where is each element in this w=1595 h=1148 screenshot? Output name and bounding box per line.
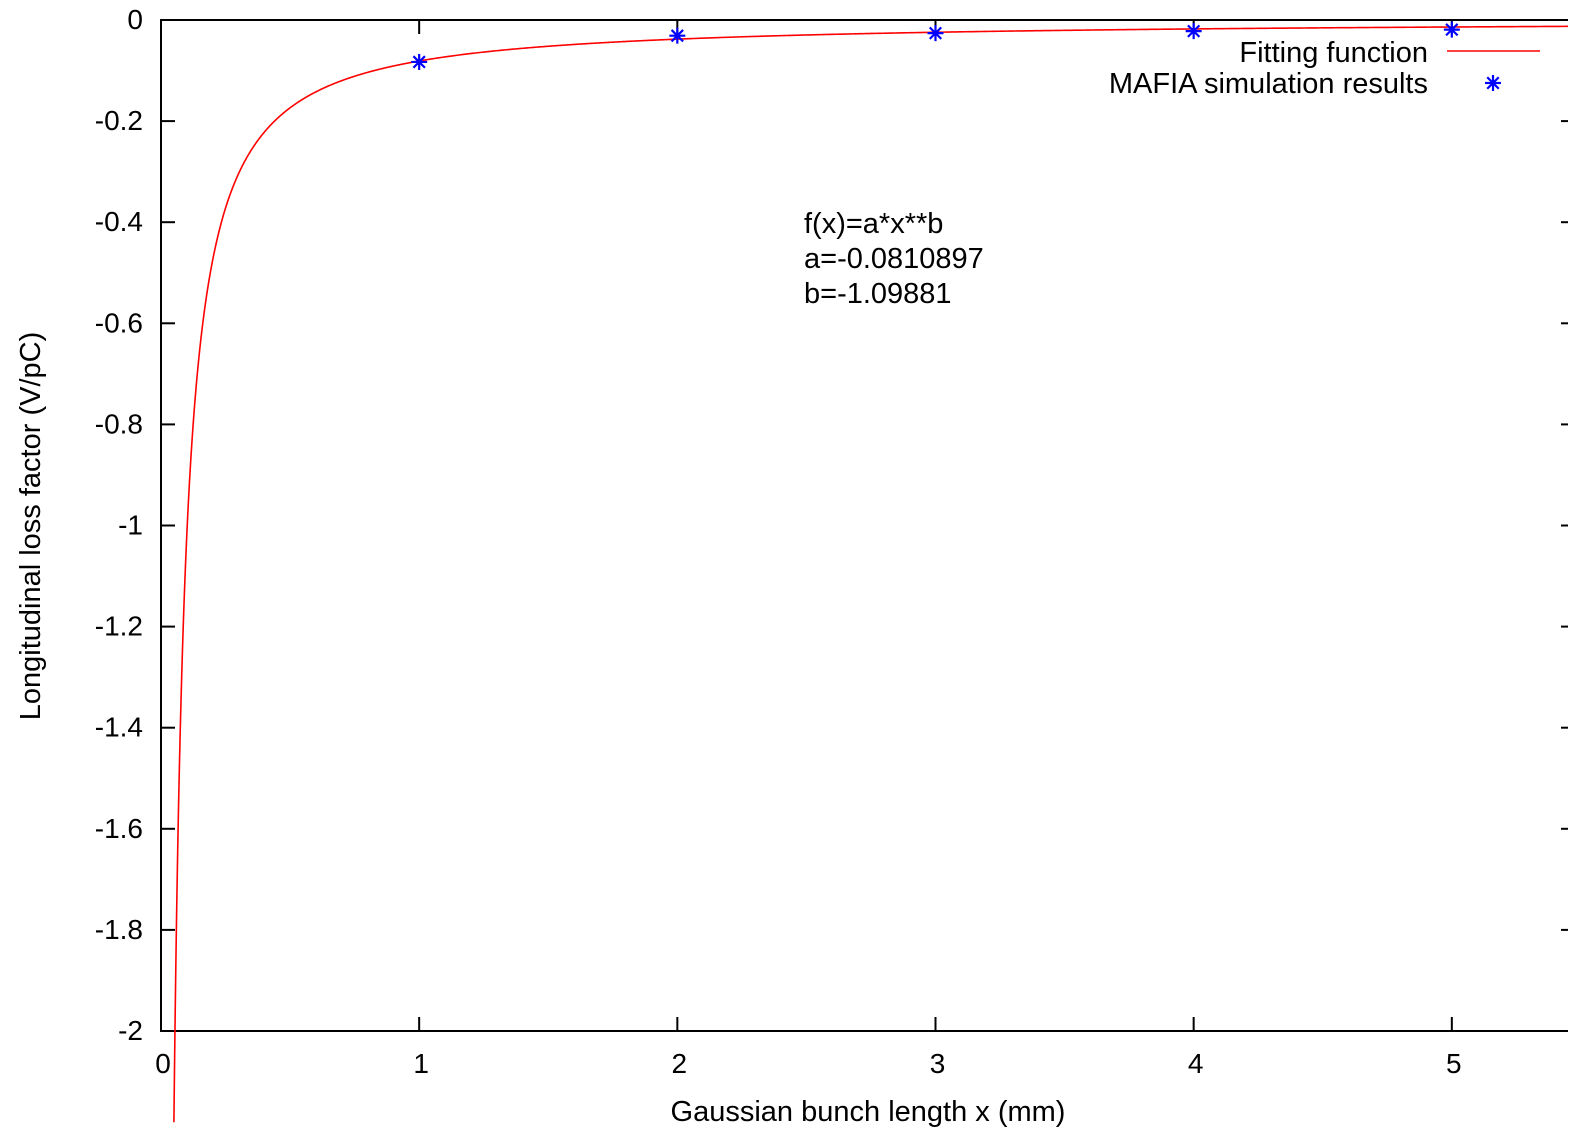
y-tick-label: -2 bbox=[118, 1015, 143, 1046]
y-tick-label: -0.4 bbox=[95, 206, 143, 237]
x-tick-label: 1 bbox=[413, 1048, 429, 1079]
legend-label-fitting-function: Fitting function bbox=[1239, 37, 1428, 69]
mafia-data-point bbox=[1185, 23, 1202, 40]
mafia-data-point bbox=[927, 25, 944, 42]
x-tick-label: 2 bbox=[672, 1048, 688, 1079]
y-tick-label: -1.2 bbox=[95, 611, 143, 642]
curve-layer bbox=[173, 25, 1569, 1123]
y-tick-label: 0 bbox=[127, 4, 143, 35]
mafia-data-point bbox=[1443, 21, 1460, 38]
mafia-data-point bbox=[669, 27, 686, 44]
mafia-data-point bbox=[411, 53, 428, 70]
legend-marker-mafia-results bbox=[1485, 75, 1501, 91]
y-tick-label: -1 bbox=[118, 510, 143, 541]
y-tick-label: -1.4 bbox=[95, 712, 143, 743]
y-tick-label: -0.2 bbox=[95, 105, 143, 136]
y-tick-label: -1.6 bbox=[95, 813, 143, 844]
y-tick-label: -1.8 bbox=[95, 914, 143, 945]
legend-marker-star bbox=[1485, 75, 1501, 91]
legend-label-mafia-results: MAFIA simulation results bbox=[1109, 68, 1428, 100]
fitting-function-curve bbox=[173, 25, 1569, 1123]
fit-param-b-text: b=-1.09881 bbox=[804, 278, 952, 310]
y-tick-label: -0.6 bbox=[95, 307, 143, 338]
x-tick-label: 4 bbox=[1188, 1048, 1204, 1079]
x-tick-label: 3 bbox=[930, 1048, 946, 1079]
y-tick-label: -0.8 bbox=[95, 408, 143, 439]
y-axis-label: Longitudinal loss factor (V/pC) bbox=[15, 332, 47, 720]
x-tick-label: 5 bbox=[1446, 1048, 1462, 1079]
axes-layer: 0 -0.2 -0.4 -0.6 -0.8 -1 -1.2 -1.4 -1.6 -1.8 -2 0 1 2… bbox=[95, 4, 1568, 1079]
points-layer bbox=[411, 21, 1460, 70]
x-tick-label: 0 bbox=[155, 1048, 171, 1079]
fit-param-a-text: a=-0.0810897 bbox=[804, 243, 984, 275]
fit-formula-text: f(x)=a*x**b bbox=[804, 208, 943, 240]
x-axis-label: Gaussian bunch length x (mm) bbox=[671, 1096, 1066, 1128]
